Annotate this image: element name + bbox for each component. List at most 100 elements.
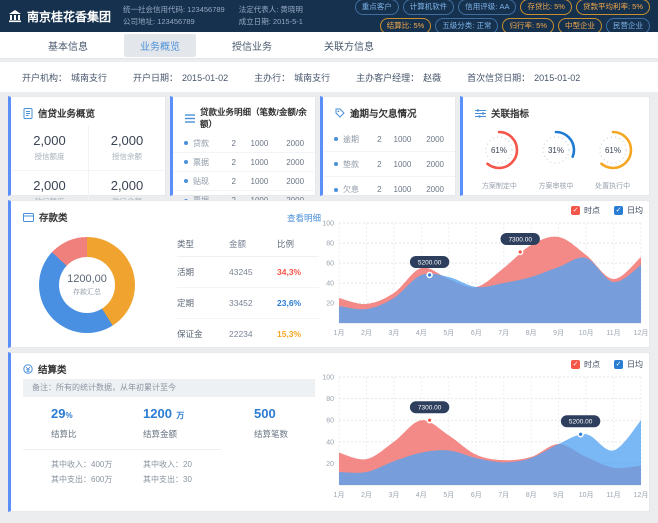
overdue-row: 垫款 2 1000 2000 [323,152,455,177]
checkbox-daily[interactable]: ✓ [614,360,623,369]
company-meta: 统一社会信用代码: 123456789 公司地址: 123456789 法定代表… [123,4,303,28]
founded-date: 成立日期: 2015-5-1 [238,17,303,26]
company-meta-col2: 法定代表人: 黄晓明 成立日期: 2015-5-1 [239,4,303,28]
deposit-title: 存款类 [11,201,649,228]
loan-row: 贷款 2 1000 2000 [173,134,315,153]
bullet-dot [184,160,188,164]
gauge: 31% 方案审核中 [534,128,578,191]
svg-text:6月: 6月 [471,329,482,337]
expense-count: 其中支出：30 [143,475,192,484]
bullet-dot [334,137,338,141]
svg-text:20: 20 [326,301,334,308]
svg-text:40: 40 [326,439,334,446]
svg-text:9月: 9月 [553,329,564,337]
svg-text:7300.00: 7300.00 [418,405,442,412]
svg-text:3月: 3月 [388,491,399,499]
tag-avg-loan-rate: 贷款平均利率: 5% [575,0,650,15]
header-tags-row1: 重点客户 计算机软件 信用评级: AA 存贷比: 5% 贷款平均利率: 5% [354,0,650,15]
svg-text:4月: 4月 [416,491,427,499]
settlement-chart-box: ✓ 时点 ✓ 日均 20 40 60 80 100 1月 2月 3月 4月 5月 6月 7月 8月 9月 10月… [317,359,649,509]
header-tags: 重点客户 计算机软件 信用评级: AA 存贷比: 5% 贷款平均利率: 5% 结… [354,0,650,34]
svg-text:100: 100 [322,375,334,382]
donut-center: 1200,00 存款汇总 [59,257,115,313]
table-row: 保证金 22234 15,3% [177,329,302,339]
company-meta-col1: 统一社会信用代码: 123456789 公司地址: 123456789 [123,4,225,28]
tab-business-overview[interactable]: 业务概览 [124,33,196,57]
deposit-chart-legend: ✓ 时点 ✓ 日均 [571,205,643,216]
bullet-dot [184,179,188,183]
deposit-card: 存款类 查看明细 1200,00 存款汇总 类型 金额 比例 活期 43245 … [8,200,650,348]
overdue-title: 逾期与欠息情况 [323,97,455,124]
svg-text:3月: 3月 [388,329,399,337]
tab-credit-business[interactable]: 授信业务 [232,41,272,53]
svg-text:1月: 1月 [334,491,345,499]
settlement-card: 结算类 备注：所有的统计数据，从年初累计至今 29% 结算比 1200 万 结算… [8,352,650,512]
overdue-card: 逾期与欠息情况 逾期 2 1000 2000 垫款 2 1000 2000 欠息 2 1000 2… [320,96,456,196]
legend-spot[interactable]: ✓ 时点 [571,206,600,215]
loan-detail-title: 贷款业务明细（笔数/金额/余额） [173,97,315,134]
tag-icon [335,108,345,118]
checkbox-daily[interactable]: ✓ [614,206,623,215]
list-icon [185,113,195,123]
svg-text:1月: 1月 [334,329,345,337]
legend-spot[interactable]: ✓ 时点 [571,360,600,369]
view-detail-link[interactable]: 查看明细 [287,213,322,223]
legend-daily[interactable]: ✓ 日均 [614,360,643,369]
legal-person: 法定代表人: 黄晓明 [238,5,303,14]
company-brand: 南京桂花香集团 [8,8,111,25]
bank-icon [9,10,21,23]
tag-deposit-loan-ratio: 存贷比: 5% [520,0,572,15]
deposit-total-value: 1200,00 [67,273,107,285]
svg-text:2月: 2月 [361,329,372,337]
svg-text:80: 80 [326,396,334,403]
svg-text:5200.00: 5200.00 [569,419,593,426]
svg-text:7300.00: 7300.00 [508,237,532,244]
chart-tooltip: 5200.00 [409,256,450,279]
table-row: 定期 33452 23,6% [177,288,319,319]
svg-text:100: 100 [322,221,334,228]
checkbox-spot[interactable]: ✓ [571,206,580,215]
gauge-ring: 31% [536,130,576,170]
tab-related-parties[interactable]: 关联方信息 [324,41,374,53]
deposit-table-header: 类型 金额 比例 [177,233,319,257]
expense-amount: 其中支出：600万 [51,475,113,484]
settlement-area-chart: 20 40 60 80 100 1月 2月 3月 4月 5月 6月 7月 8月 9月 10月 11月 12月 7… [322,375,648,500]
gauge-label: 处置执行中 [595,183,631,190]
indicators-card: 关联指标 61% 方案制定中 31% 方案审核中 61% 处置执行中 [460,96,650,196]
credit-overview-title: 信贷业务概览 [11,97,165,124]
svg-text:60: 60 [326,261,334,268]
svg-text:11月: 11月 [606,329,620,337]
checkbox-spot[interactable]: ✓ [571,360,580,369]
overdue-rows: 逾期 2 1000 2000 垫款 2 1000 2000 欠息 2 1000 2000 [323,127,455,202]
divider [23,449,221,450]
gauge: 61% 处置执行中 [591,128,635,191]
tab-basic-info[interactable]: 基本信息 [48,41,88,53]
svg-text:8月: 8月 [526,491,537,499]
svg-text:9月: 9月 [553,491,564,499]
settlement-count-stat: 500 结算笔数 [254,406,289,439]
opening-date: 开户日期： 2015-01-02 [133,72,229,83]
credit-limit: 2,000 授信额度 [33,133,66,161]
chart-tooltip: 7300.00 [409,401,450,424]
svg-text:11月: 11月 [606,491,620,499]
company-address: 公司地址: 123456789 [123,17,195,26]
svg-text:2月: 2月 [361,491,372,499]
settlement-note: 备注：所有的统计数据，从年初累计至今 [23,379,315,397]
account-manager: 主办客户经理： 赵薇 [356,72,442,83]
gauges-container: 61% 方案制定中 31% 方案审核中 61% 处置执行中 [463,124,649,191]
credit-code: 统一社会信用代码: 123456789 [123,5,225,14]
svg-text:4月: 4月 [416,329,427,337]
income-count: 其中收入：20 [143,460,192,469]
svg-text:40: 40 [326,281,334,288]
bullet-dot [184,141,188,145]
settlement-ratio-stat: 29% 结算比 [51,406,77,439]
gauge-ring: 61% [480,130,519,170]
income-amount: 其中收入：400万 [51,460,113,469]
wallet-icon [23,212,34,222]
bullet-dot [334,162,338,166]
sliders-icon [475,108,486,118]
legend-daily[interactable]: ✓ 日均 [614,206,643,215]
tag-credit-rating: 信用评级: AA [458,0,517,15]
tag-key-customer: 重点客户 [354,0,399,15]
